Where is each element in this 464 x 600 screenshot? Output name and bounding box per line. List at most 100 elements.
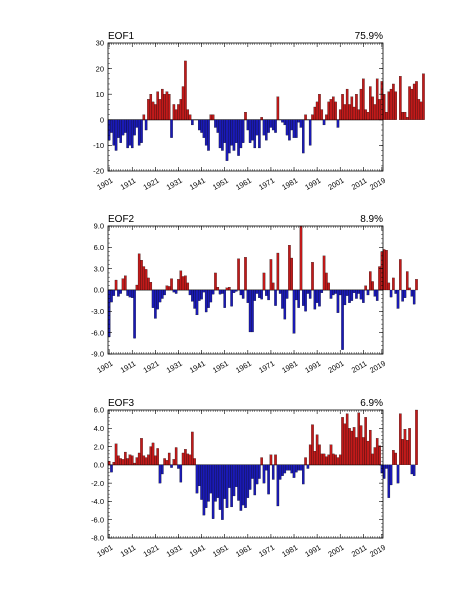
bar-2005 [348, 428, 351, 465]
bar-1978 [285, 119, 289, 136]
x-tick-label: 1941 [188, 176, 207, 192]
bar-1927 [167, 452, 171, 465]
bar-1926 [165, 91, 169, 120]
bar-1994 [322, 119, 326, 126]
bar-1908 [124, 275, 127, 291]
bar-2001 [338, 109, 342, 120]
bar-1912 [133, 119, 136, 136]
bar-1974 [276, 96, 280, 120]
bar-1997 [329, 289, 333, 299]
bar-1914 [137, 253, 141, 291]
bar-1945 [209, 289, 213, 303]
bar-2036 [419, 101, 423, 120]
bar-1904 [114, 119, 118, 151]
bar-1993 [320, 453, 324, 465]
bar-1955 [232, 289, 236, 293]
bar-1902 [110, 289, 113, 303]
bar-2024 [392, 277, 395, 291]
bar-1921 [154, 289, 157, 319]
bar-1913 [135, 284, 139, 291]
bar-1963 [251, 119, 254, 141]
bar-1971 [269, 119, 273, 128]
bar-2012 [364, 417, 367, 465]
bar-1989 [311, 262, 314, 291]
bar-1966 [258, 464, 261, 479]
bar-2006 [350, 289, 354, 301]
bar-1964 [253, 119, 257, 149]
y-tick-label: 0.0 [94, 461, 104, 470]
y-tick-label: 9.0 [94, 222, 104, 231]
bar-1995 [325, 456, 328, 465]
variance-label: 6.9% [360, 398, 383, 409]
bar-1958 [239, 464, 243, 511]
variance-label: 8.9% [360, 214, 383, 225]
bar-1911 [130, 289, 134, 298]
bar-1969 [265, 464, 268, 471]
bar-1961 [246, 289, 250, 303]
bar-2025 [394, 289, 397, 294]
bar-1941 [200, 119, 203, 133]
bar-1903 [112, 461, 116, 465]
panel-eof3: 1901 1911 1921 1931 1941 1951 1961 1971 1981 1991… [91, 398, 418, 559]
bar-1974 [276, 464, 280, 507]
bar-2029 [403, 111, 407, 120]
bar-1959 [241, 289, 245, 299]
bar-1917 [144, 119, 148, 131]
bar-1904 [114, 443, 118, 465]
bar-1914 [137, 119, 141, 146]
bar-1962 [248, 289, 252, 333]
bar-2014 [369, 86, 372, 120]
bar-1929 [172, 104, 176, 120]
bar-1981 [292, 289, 296, 334]
bar-1909 [126, 289, 129, 296]
y-tick-label: -4.0 [91, 497, 104, 506]
bar-1923 [158, 99, 162, 120]
bar-1981 [292, 119, 296, 138]
x-tick-label: 1921 [142, 359, 161, 375]
bar-1914 [137, 452, 141, 465]
bar-1916 [142, 114, 146, 120]
bar-1957 [237, 119, 240, 156]
bar-2015 [371, 96, 374, 120]
bar-1958 [239, 119, 243, 149]
bar-1994 [322, 453, 326, 465]
bar-2023 [389, 88, 393, 120]
bar-1965 [255, 289, 259, 294]
bar-2009 [357, 412, 361, 465]
bar-1975 [278, 289, 282, 294]
bar-1925 [163, 94, 166, 120]
bar-1983 [297, 119, 300, 123]
bar-1989 [311, 114, 314, 120]
x-tick-label: 1981 [280, 176, 299, 192]
x-tick-label: 1961 [234, 176, 253, 192]
bar-1913 [135, 119, 139, 128]
bar-2037 [422, 73, 425, 120]
bar-1982 [295, 119, 298, 138]
bar-1986 [304, 114, 307, 120]
bar-1956 [234, 289, 238, 292]
bar-1915 [140, 260, 143, 291]
bar-1965 [255, 464, 259, 485]
y-tick-label: 4.0 [94, 424, 104, 433]
bar-2021 [385, 464, 388, 469]
bar-2033 [412, 289, 416, 305]
bar-1932 [179, 464, 183, 483]
bar-1919 [149, 94, 153, 120]
bar-1991 [315, 434, 319, 465]
y-tick-label: 2.0 [94, 442, 104, 451]
bar-1925 [163, 458, 166, 465]
bar-1999 [334, 101, 337, 120]
bar-1953 [228, 119, 231, 154]
bar-2024 [392, 83, 395, 120]
bar-2016 [373, 104, 377, 120]
bar-2007 [352, 106, 356, 120]
y-tick-label: -10 [93, 141, 104, 150]
bar-1977 [283, 289, 287, 320]
y-tick-label: -6.0 [91, 328, 104, 337]
bar-1966 [258, 119, 261, 149]
x-tick-label: 1961 [234, 543, 253, 559]
bar-1945 [209, 114, 213, 120]
bar-1967 [260, 117, 263, 120]
bar-1998 [332, 453, 335, 465]
bar-1972 [271, 282, 275, 291]
